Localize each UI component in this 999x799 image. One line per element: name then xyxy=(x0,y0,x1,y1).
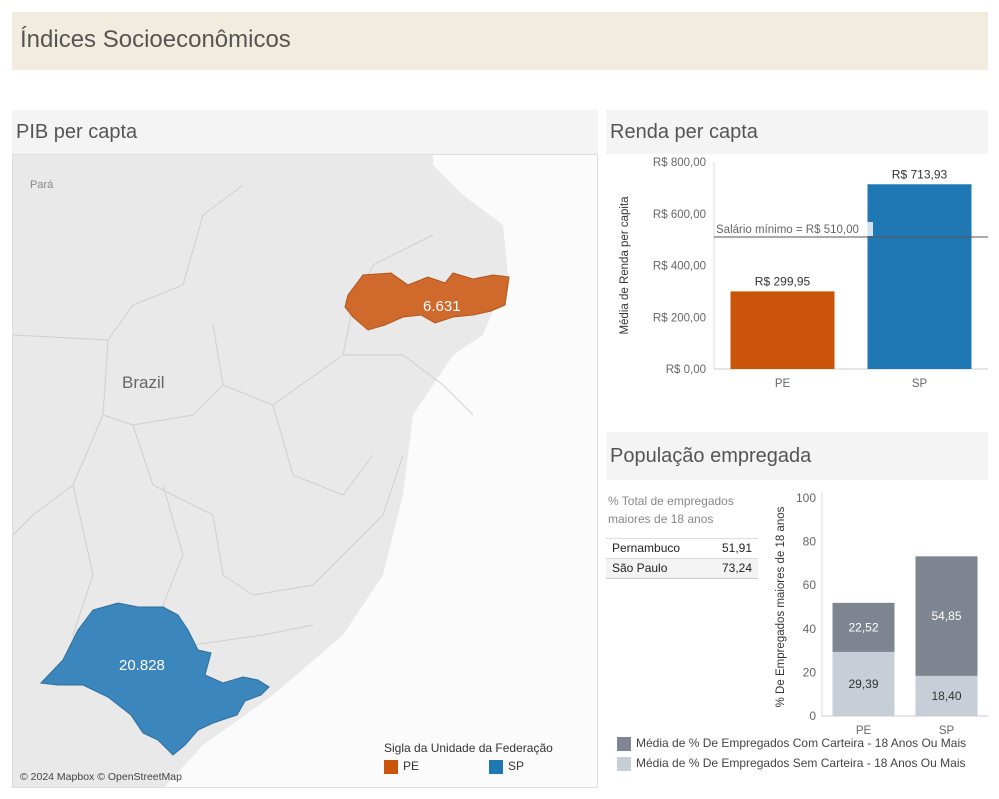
map-legend-item-pe[interactable]: PE xyxy=(384,759,419,774)
segment-value-label: 54,85 xyxy=(931,609,961,623)
map-legend-item-sp[interactable]: SP xyxy=(489,759,524,774)
pop-table-header: % Total de empregados maiores de 18 anos xyxy=(608,494,734,526)
stack-segment-sp-1 xyxy=(915,556,978,676)
state-sp-shape[interactable] xyxy=(39,602,270,756)
com-carteira-swatch-icon xyxy=(617,736,631,751)
x-tick-label: PE xyxy=(856,725,872,737)
bar-sp xyxy=(867,184,972,369)
y-tick-label: R$ 200,00 xyxy=(653,312,706,324)
bar-value-label: R$ 713,93 xyxy=(892,167,948,181)
pop-legend-label: Média de % De Empregados Com Carteira - … xyxy=(636,736,967,750)
y-tick-label: 100 xyxy=(796,491,816,505)
segment-value-label: 18,40 xyxy=(931,689,961,703)
row-value: 51,91 xyxy=(721,541,752,555)
pe-value-label: 6.631 xyxy=(423,298,461,315)
y-axis-title: Média de Renda per capita xyxy=(619,196,631,335)
stack-segment-sp-0 xyxy=(915,675,978,716)
map-panel-title: PIB per capta xyxy=(12,110,598,154)
stack-segment-pe-0 xyxy=(832,651,895,716)
reference-label-bg xyxy=(715,222,873,237)
x-tick-label: PE xyxy=(775,378,791,390)
region-label: Pará xyxy=(30,179,54,191)
y-tick-label: R$ 0,00 xyxy=(666,364,706,376)
dashboard-header: Índices Socioeconômicos xyxy=(12,12,988,70)
pop-legend: Média de % De Empregados Com Carteira - … xyxy=(617,733,966,773)
y-tick-label: R$ 800,00 xyxy=(653,157,706,169)
sp-swatch-icon xyxy=(489,759,504,774)
x-tick-label: SP xyxy=(912,378,928,390)
row-value: 73,24 xyxy=(721,561,752,575)
segment-value-label: 29,39 xyxy=(848,677,878,691)
x-tick-label: SP xyxy=(939,725,955,737)
map-legend-label: SP xyxy=(508,759,525,773)
pop-legend-item-com[interactable]: Média de % De Empregados Com Carteira - … xyxy=(617,733,966,753)
sem-carteira-swatch-icon xyxy=(617,756,631,771)
bar-pe xyxy=(730,291,835,369)
dashboard-title: Índices Socioeconômicos xyxy=(20,26,291,53)
y-tick-label: 0 xyxy=(809,709,816,723)
pop-legend-label: Média de % De Empregados Sem Carteira - … xyxy=(636,756,966,770)
reference-label: Salário mínimo = R$ 510,00 xyxy=(716,224,859,236)
segment-value-label: 22,52 xyxy=(848,620,878,634)
y-tick-label: 20 xyxy=(803,665,817,679)
pop-table: % Total de empregados maiores de 18 anos… xyxy=(606,492,758,579)
table-row[interactable]: São Paulo 73,24 xyxy=(606,558,758,579)
sp-value-label: 20.828 xyxy=(119,657,165,674)
ocean-area xyxy=(164,155,597,787)
map-legend-title: Sigla da Unidade da Federação xyxy=(384,741,553,755)
pe-swatch-icon xyxy=(384,759,398,774)
state-pe-shape[interactable] xyxy=(344,272,510,331)
pop-legend-item-sem[interactable]: Média de % De Empregados Sem Carteira - … xyxy=(617,753,966,773)
y-tick-label: R$ 600,00 xyxy=(653,209,706,221)
y-tick-label: 40 xyxy=(803,622,817,636)
renda-chart: R$ 0,00 R$ 200,00 R$ 400,00 R$ 600,00 R$ 800… xyxy=(619,157,988,390)
pib-map[interactable]: Pará Brazil 6.631 20.828 xyxy=(12,154,598,788)
pop-chart: 0 20 40 60 80 100 % De Empregados maiores de 1… xyxy=(775,491,988,737)
stack-segment-pe-1 xyxy=(832,602,895,652)
row-name: São Paulo xyxy=(612,561,668,575)
pop-panel-title: População empregada xyxy=(606,432,988,480)
row-name: Pernambuco xyxy=(612,541,681,555)
renda-panel-title: Renda per capta xyxy=(606,110,988,154)
state-borders xyxy=(13,184,474,676)
y-tick-label: 80 xyxy=(803,535,817,549)
map-legend: Sigla da Unidade da Federação PE SP xyxy=(384,741,553,774)
map-copyright[interactable]: © 2024 Mapbox © OpenStreetMap xyxy=(20,771,182,783)
bar-value-label: R$ 299,95 xyxy=(755,274,811,288)
map-canvas xyxy=(13,155,597,787)
map-legend-label: PE xyxy=(403,759,420,773)
y-axis-title: % De Empregados maiores de 18 anos xyxy=(775,506,787,707)
y-tick-label: R$ 400,00 xyxy=(653,261,706,273)
y-tick-label: 60 xyxy=(803,578,817,592)
table-row[interactable]: Pernambuco 51,91 xyxy=(606,538,758,558)
country-label: Brazil xyxy=(122,373,165,392)
